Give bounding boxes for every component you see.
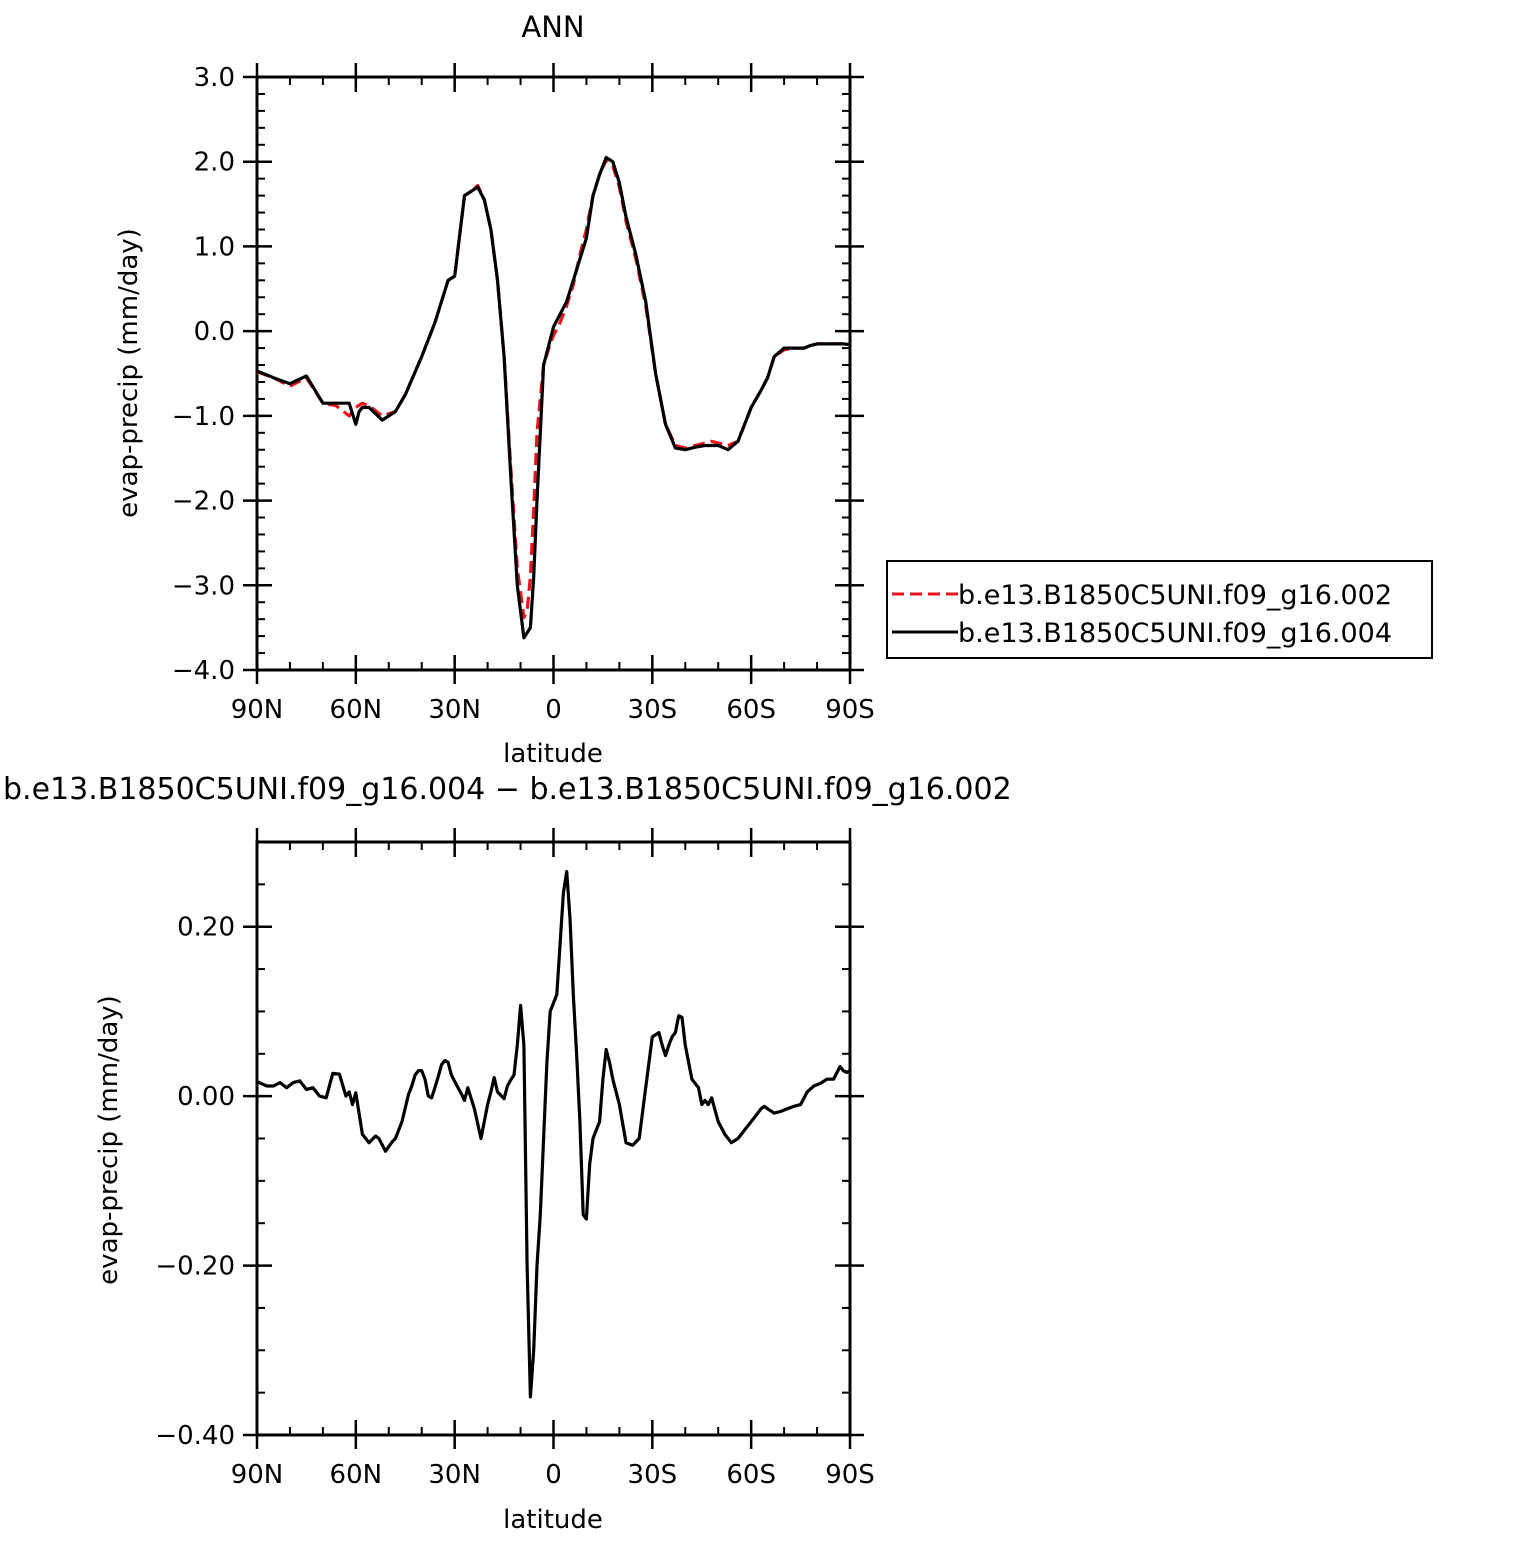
axis-ticks (243, 828, 864, 1449)
axis-ticks (243, 63, 864, 684)
x-tick-label: 30S (628, 695, 678, 725)
y-tick-labels: 3.0 2.0 1.0 0.0 −1.0 −2.0 −3.0 −4.0 (172, 63, 235, 686)
x-tick-label: 60S (726, 695, 776, 725)
x-tick-label: 30N (428, 1460, 481, 1490)
x-tick-label: 0 (545, 695, 562, 725)
y-tick-label: 0.00 (177, 1082, 235, 1112)
plot-frame (255, 840, 852, 1437)
x-tick-label: 0 (545, 1460, 562, 1490)
x-tick-label: 30N (428, 695, 481, 725)
y-axis-label: evap-precip (mm/day) (114, 228, 144, 518)
x-tick-labels: 90N 60N 30N 0 30S 60S 90S (231, 695, 875, 725)
x-axis-label: latitude (503, 1505, 603, 1535)
y-tick-label: 3.0 (194, 63, 235, 93)
y-tick-label: −0.20 (155, 1252, 235, 1282)
y-tick-label: 0.20 (177, 913, 235, 943)
x-axis-label: latitude (503, 739, 603, 769)
y-axis-label: evap-precip (mm/day) (94, 995, 124, 1285)
series-line-solid (256, 869, 851, 1399)
x-tick-label: 90S (825, 1460, 875, 1490)
series-line-solid (256, 155, 851, 640)
y-tick-label: 2.0 (194, 148, 235, 178)
plot-frame (255, 75, 852, 672)
y-tick-label: −4.0 (172, 656, 235, 686)
y-tick-label: 1.0 (194, 232, 235, 262)
x-tick-label: 60N (330, 1460, 383, 1490)
series-lines (256, 869, 851, 1399)
chart-title: ANN (521, 10, 584, 44)
y-tick-label: −1.0 (172, 402, 235, 432)
panel-mean: ANN 3.0 2.0 1.0 0.0 −1.0 −2.0 −3.0 −4.0 90N 60N 3… (114, 10, 1433, 769)
x-tick-label: 60S (726, 1460, 776, 1490)
y-tick-label: −2.0 (172, 487, 235, 517)
x-tick-label: 90N (231, 1460, 284, 1490)
y-tick-label: 0.0 (194, 317, 235, 347)
legend-entry: b.e13.B1850C5UNI.f09_g16.004 (958, 618, 1392, 649)
x-tick-label: 90N (231, 695, 284, 725)
legend-box (886, 560, 1433, 659)
y-tick-label: −3.0 (172, 571, 235, 601)
legend-entry: b.e13.B1850C5UNI.f09_g16.002 (958, 580, 1392, 611)
x-tick-label: 60N (330, 695, 383, 725)
y-tick-label: −0.40 (155, 1421, 235, 1451)
legend: b.e13.B1850C5UNI.f09_g16.002 b.e13.B1850… (886, 560, 1433, 659)
panel-difference: b.e13.B1850C5UNI.f09_g16.004 − b.e13.B18… (3, 772, 1012, 1535)
y-tick-labels: 0.20 0.00 −0.20 −0.40 (155, 913, 235, 1451)
x-tick-label: 30S (628, 1460, 678, 1490)
chart-title: b.e13.B1850C5UNI.f09_g16.004 − b.e13.B18… (3, 772, 1012, 807)
x-tick-label: 90S (825, 695, 875, 725)
x-tick-labels: 90N 60N 30N 0 30S 60S 90S (231, 1460, 875, 1490)
series-lines (256, 155, 851, 640)
